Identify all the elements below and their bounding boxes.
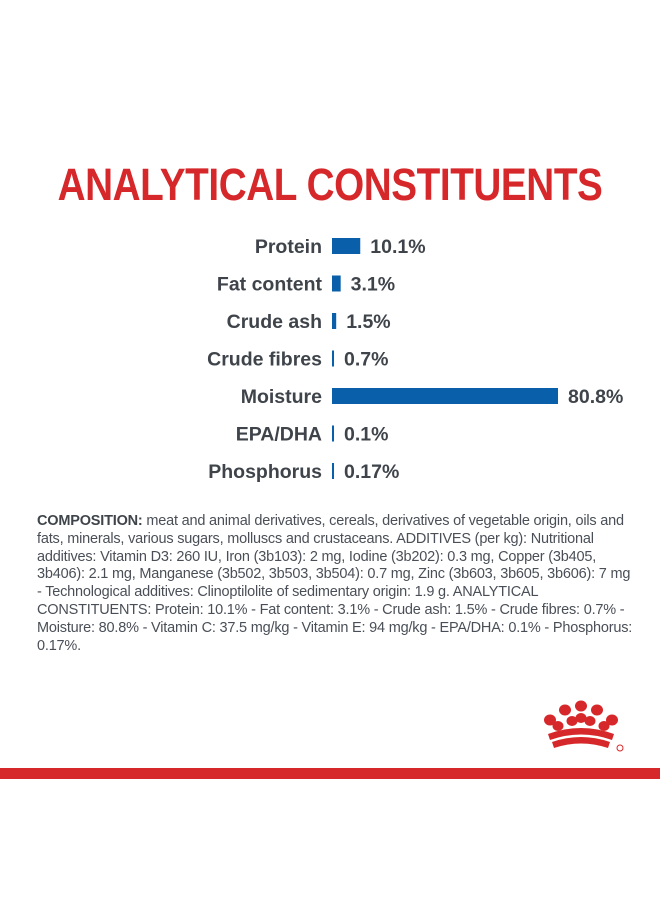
composition-label: COMPOSITION: — [37, 513, 143, 529]
composition-paragraph: COMPOSITION: meat and animal derivatives… — [37, 513, 637, 655]
bar-crude-fibres — [332, 350, 334, 367]
bar-crude-ash — [332, 313, 337, 329]
bar-phosphorus — [332, 463, 334, 479]
category-label-crude-fibres: Crude fibres — [207, 349, 322, 371]
category-label-moisture: Moisture — [241, 386, 322, 408]
data-label-crude-ash: 1.5% — [346, 311, 390, 333]
category-label-epa-dha: EPA/DHA — [236, 424, 322, 446]
data-label-phosphorus: 0.17% — [344, 461, 399, 483]
bar-moisture — [332, 388, 558, 404]
data-label-fat-content: 3.1% — [351, 274, 395, 296]
bottom-red-band — [0, 768, 660, 779]
data-label-crude-fibres: 0.7% — [344, 349, 388, 371]
data-label-protein: 10.1% — [370, 236, 425, 258]
bar-fat-content — [332, 275, 341, 292]
chart-title: ANALYTICAL CONSTITUENTS — [57, 159, 603, 210]
data-label-epa-dha: 0.1% — [344, 424, 388, 446]
category-label-crude-ash: Crude ash — [227, 311, 322, 333]
category-label-phosphorus: Phosphorus — [208, 461, 322, 483]
composition-text: meat and animal derivatives, cereals, de… — [37, 513, 633, 654]
category-label-protein: Protein — [255, 236, 322, 258]
bar-protein — [332, 238, 361, 254]
royal-canin-crown-icon — [544, 700, 624, 752]
category-label-fat-content: Fat content — [217, 274, 323, 296]
data-label-moisture: 80.8% — [568, 386, 623, 408]
bar-epa-dha — [332, 425, 334, 442]
constituents-bar-chart: Protein 10.1% Fat content 3.1% Crude ash 1.5%… — [207, 236, 623, 483]
